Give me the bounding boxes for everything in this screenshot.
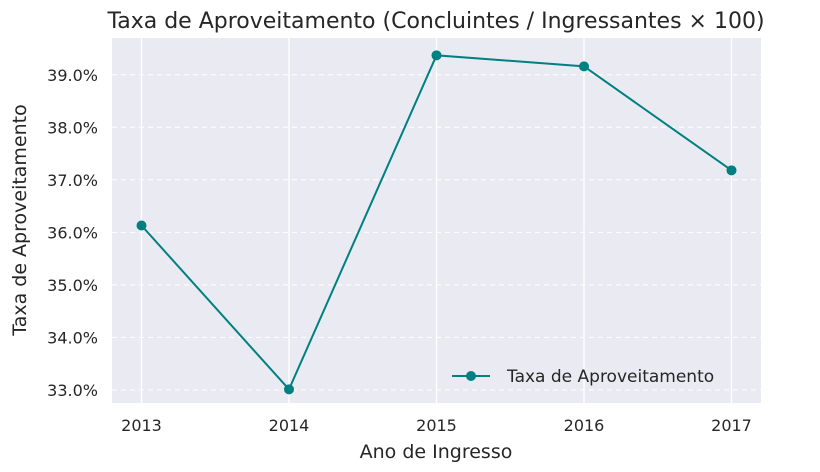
data-point (726, 165, 737, 176)
y-tick-label: 37.0% (47, 171, 98, 190)
data-point (136, 220, 147, 231)
y-tick-label: 35.0% (47, 276, 98, 295)
x-tick-label: 2015 (416, 416, 457, 435)
data-point (579, 61, 589, 72)
x-tick-label: 2016 (564, 416, 605, 435)
y-gridlines (112, 74, 761, 391)
series-layer (136, 50, 737, 395)
x-axis-label: Ano de Ingresso (360, 441, 513, 463)
y-tick-label: 39.0% (47, 66, 98, 85)
y-tick-label: 34.0% (47, 328, 98, 347)
data-point (284, 384, 294, 395)
chart-title: Taxa de Aproveitamento (Concluintes / In… (106, 9, 764, 34)
legend-marker-swatch (466, 371, 476, 381)
y-tick-label: 36.0% (47, 223, 98, 242)
x-tick-label: 2014 (269, 416, 310, 435)
y-tick-labels: 33.0% 34.0% 35.0% 36.0% 37.0% 38.0% 39.0% (47, 66, 98, 400)
x-gridlines (140, 38, 733, 403)
y-tick-label: 38.0% (47, 118, 98, 137)
x-tick-labels: 2013 2014 2015 2016 2017 (121, 416, 752, 435)
data-point (431, 50, 442, 61)
legend-entry: Taxa de Aproveitamento (506, 367, 714, 387)
x-tick-label: 2013 (121, 416, 162, 435)
y-axis-label: Taxa de Aproveitamento (9, 104, 31, 337)
legend: Taxa de Aproveitamento (452, 367, 714, 387)
y-tick-label: 33.0% (47, 381, 98, 400)
x-tick-label: 2017 (711, 416, 752, 435)
